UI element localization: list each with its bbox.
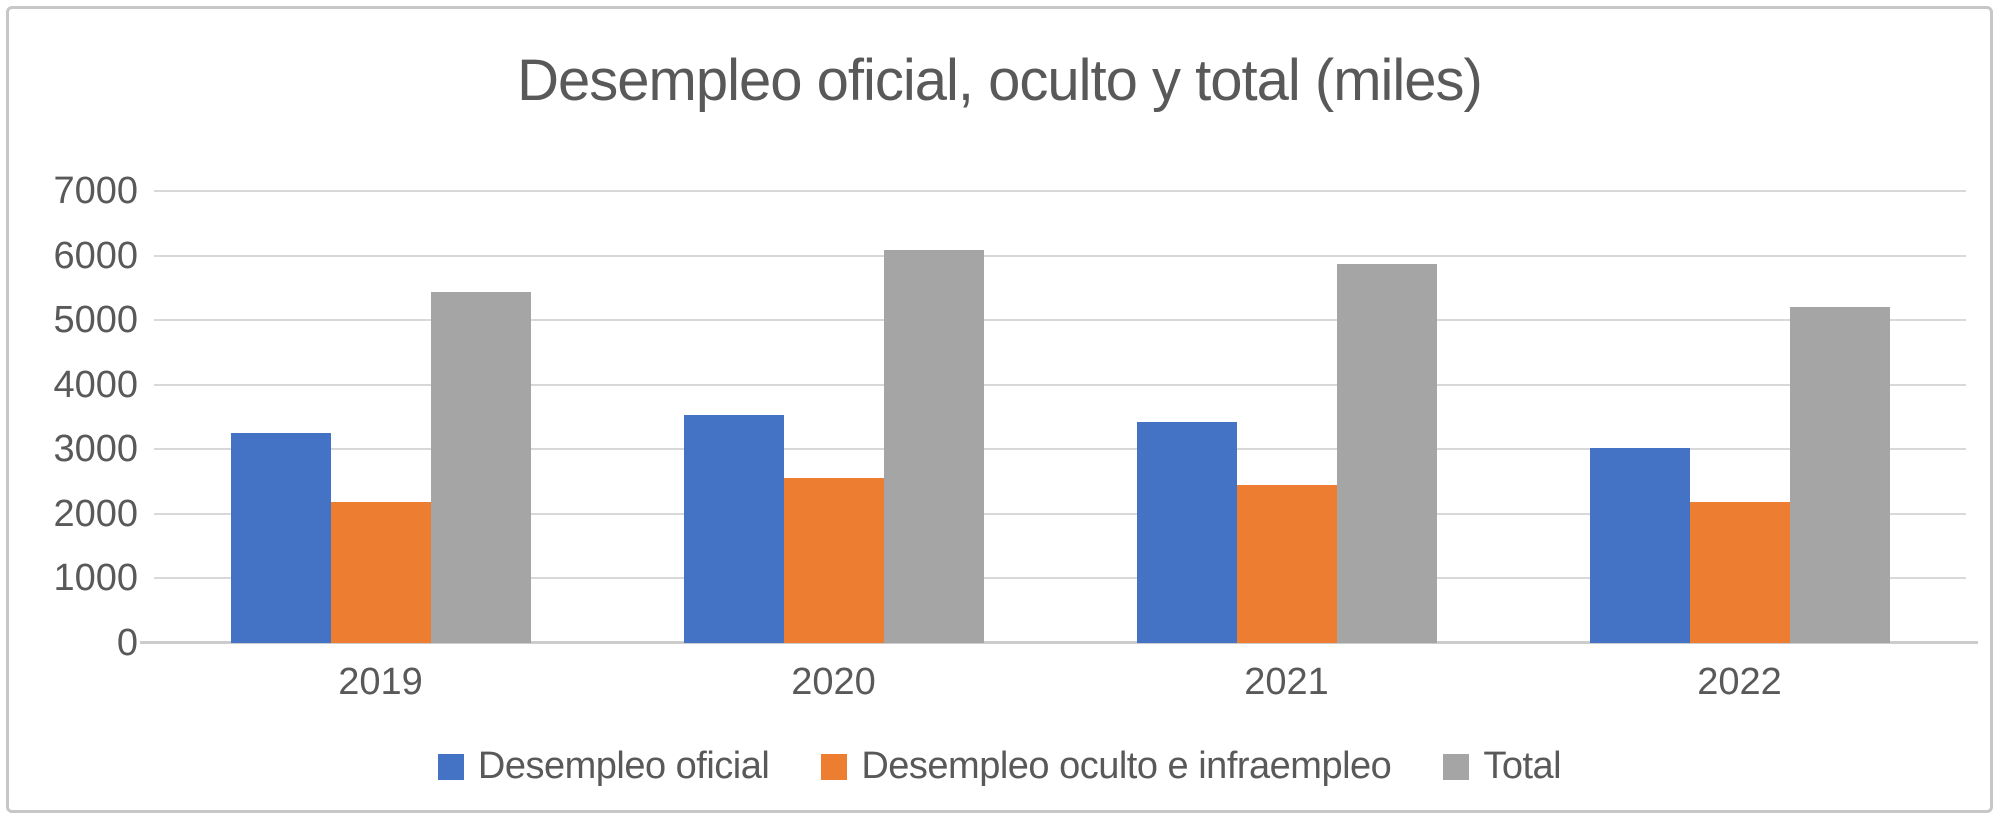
y-tick-label: 2000 [53, 492, 138, 535]
bar [1136, 421, 1237, 643]
y-tick-label: 3000 [53, 428, 138, 471]
legend-item: Desempleo oculto e infraempleo [821, 745, 1392, 788]
chart-title: Desempleo oficial, oculto y total (miles… [517, 48, 1483, 113]
x-tick-label: 2021 [1244, 661, 1329, 703]
y-tick-label: 0 [116, 622, 138, 664]
legend: Desempleo oficial Desempleo oculto e infr… [9, 745, 1990, 788]
bar [430, 291, 531, 643]
gridline [154, 383, 1966, 386]
legend-swatch-icon [1443, 753, 1470, 780]
legend-label: Desempleo oficial [477, 745, 770, 787]
bar [783, 478, 884, 643]
chart-frame: Desempleo oficial, oculto y total (miles… [6, 6, 1993, 813]
bar [1689, 501, 1790, 643]
bar-group-2020 [607, 191, 1060, 643]
y-tick-label: 7000 [53, 170, 138, 212]
gridline [154, 254, 1966, 257]
bar [683, 415, 784, 643]
bar-group-2019 [154, 191, 607, 643]
gridline [154, 319, 1966, 322]
bar [230, 433, 331, 643]
y-tick-label: 6000 [53, 234, 138, 277]
bar [330, 501, 431, 643]
legend-label: Desempleo oculto e infraempleo [861, 745, 1392, 787]
bar-group-2021 [1060, 191, 1513, 643]
bar [1236, 485, 1337, 643]
gridline [154, 190, 1966, 192]
y-tick-label: 5000 [53, 299, 138, 342]
x-axis-line [140, 641, 1978, 644]
legend-item: Desempleo oficial [437, 745, 770, 788]
gridline [154, 577, 1966, 580]
x-tick-label: 2019 [338, 661, 423, 703]
legend-swatch-icon [437, 753, 464, 780]
legend-label: Total [1483, 745, 1562, 787]
bar [883, 250, 984, 643]
x-axis-tick-labels: 2019 2020 2021 2022 [154, 661, 1966, 704]
bar [1589, 448, 1690, 643]
legend-item: Total [1443, 745, 1562, 788]
x-tick-label: 2020 [791, 661, 876, 703]
bar [1789, 306, 1890, 643]
bar [1336, 263, 1437, 643]
gridline [154, 512, 1966, 515]
y-tick-label: 4000 [53, 363, 138, 406]
x-tick-label: 2022 [1697, 661, 1782, 703]
plot-area: 0 1000 2000 3000 4000 5000 6000 7000 2019 2020 20… [53, 170, 1978, 703]
bars-layer [154, 191, 1966, 643]
bar-group-2022 [1513, 191, 1966, 643]
y-tick-label: 1000 [53, 557, 138, 600]
gridline [154, 448, 1966, 451]
legend-swatch-icon [821, 753, 848, 780]
